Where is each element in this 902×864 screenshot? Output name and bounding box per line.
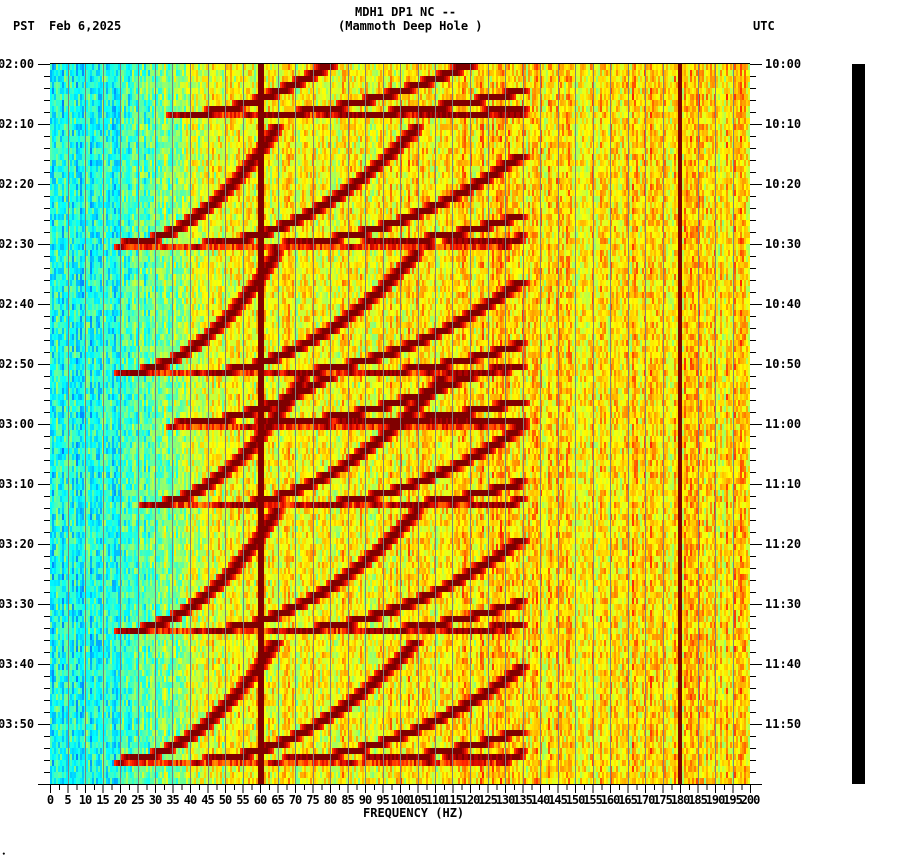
x-tick-label: 160: [600, 793, 621, 807]
y-tick-label-left: 03:10: [0, 477, 35, 491]
y-tick-label-right: 10:50: [765, 357, 802, 371]
y-tick-label-right: 11:00: [765, 417, 802, 431]
x-tick-label: 60: [253, 793, 267, 807]
y-tick-label-right: 11:10: [765, 477, 802, 491]
x-tick-label: 130: [495, 793, 516, 807]
x-tick-label: 105: [408, 793, 428, 807]
amplitude-scale-bar: [852, 64, 865, 784]
x-tick-label: 180: [670, 793, 691, 807]
date-label: Feb 6,2025: [49, 19, 122, 33]
x-tick-label: 45: [201, 793, 214, 807]
spectrogram-heatmap: [50, 64, 750, 784]
x-axis-title: FREQUENCY (HZ): [363, 806, 465, 820]
station-title: MDH1 DP1 NC --: [355, 5, 457, 19]
y-tick-label-right: 11:20: [765, 537, 802, 551]
x-tick-label: 85: [341, 793, 354, 807]
timezone-right-label: UTC: [753, 19, 775, 33]
x-tick-label: 90: [358, 793, 372, 807]
y-tick-label-left: 02:10: [0, 117, 35, 131]
x-tick-label: 195: [723, 793, 743, 807]
y-tick-label-left: 03:20: [0, 537, 35, 551]
x-tick-label: 35: [166, 793, 179, 807]
y-tick-label-right: 10:10: [765, 117, 802, 131]
plot-top-border: [50, 63, 750, 64]
x-tick-label: 95: [376, 793, 389, 807]
spectrogram-plot: [50, 64, 750, 784]
x-tick-label: 100: [390, 793, 411, 807]
y-tick-label-right: 11:50: [765, 717, 802, 731]
y-tick-label-right: 10:30: [765, 237, 802, 251]
y-tick-label-right: 10:20: [765, 177, 802, 191]
y-tick-label-left: 02:40: [0, 297, 35, 311]
y-tick-label-right: 11:40: [765, 657, 802, 671]
x-tick-label: 170: [635, 793, 656, 807]
station-subtitle: (Mammoth Deep Hole ): [338, 19, 483, 33]
y-tick-label-right: 10:00: [765, 57, 802, 71]
x-tick-label: 190: [705, 793, 726, 807]
x-tick-label: 200: [740, 793, 761, 807]
x-tick-label: 55: [236, 793, 249, 807]
x-tick-label: 40: [183, 793, 197, 807]
x-tick-label: 135: [513, 793, 533, 807]
x-tick-label: 125: [478, 793, 498, 807]
x-tick-label: 20: [113, 793, 127, 807]
x-tick-label: 50: [218, 793, 232, 807]
x-tick-label: 120: [460, 793, 481, 807]
y-tick-label-left: 02:00: [0, 57, 35, 71]
x-tick-label: 175: [653, 793, 673, 807]
x-tick-label: 185: [688, 793, 708, 807]
y-tick-label-right: 10:40: [765, 297, 802, 311]
x-tick-label: 140: [530, 793, 551, 807]
y-tick-label-left: 03:30: [0, 597, 35, 611]
x-tick-label: 65: [271, 793, 284, 807]
x-tick-label: 5: [64, 793, 71, 807]
x-tick-label: 10: [78, 793, 92, 807]
y-tick-label-right: 11:30: [765, 597, 802, 611]
x-tick-label: 150: [565, 793, 586, 807]
x-tick-label: 155: [583, 793, 603, 807]
y-tick-label-left: 03:40: [0, 657, 35, 671]
y-tick-label-left: 03:50: [0, 717, 35, 731]
y-tick-label-left: 02:30: [0, 237, 35, 251]
y-tick-label-left: 03:00: [0, 417, 35, 431]
x-tick-label: 15: [96, 793, 109, 807]
x-tick-label: 115: [443, 793, 463, 807]
footer-mark: •: [2, 851, 6, 858]
x-tick-label: 75: [306, 793, 319, 807]
y-tick-label-left: 02:20: [0, 177, 35, 191]
x-tick-label: 145: [548, 793, 568, 807]
x-tick-label: 70: [288, 793, 302, 807]
timezone-left-label: PST: [13, 19, 35, 33]
x-tick-label: 110: [425, 793, 446, 807]
x-tick-label: 80: [323, 793, 337, 807]
x-tick-label: 25: [131, 793, 144, 807]
x-tick-label: 30: [148, 793, 162, 807]
x-tick-label: 165: [618, 793, 638, 807]
x-tick-label: 0: [46, 793, 54, 807]
y-tick-label-left: 02:50: [0, 357, 35, 371]
